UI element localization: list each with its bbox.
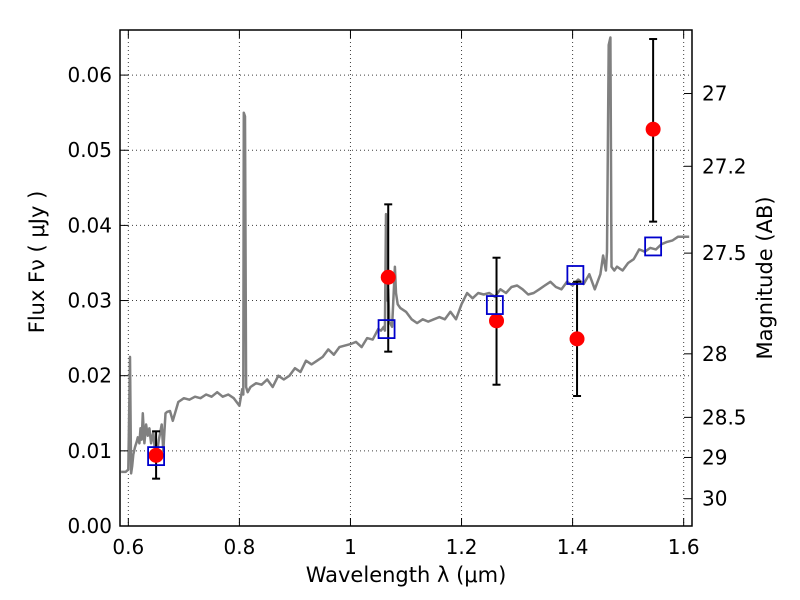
spectrum-line	[121, 36, 690, 475]
model-square	[644, 236, 663, 257]
data-point	[645, 121, 661, 137]
right-tick-label: 27.2	[702, 154, 747, 178]
model-square	[485, 295, 504, 315]
right-tick-label: 27	[702, 82, 727, 106]
model-photometry-squares	[147, 236, 663, 467]
y-tick-label: 0.05	[67, 138, 112, 162]
right-axis-label: Magnitude (AB)	[753, 196, 777, 359]
data-point	[489, 313, 505, 329]
x-tick-label: 1	[344, 535, 357, 559]
y-tick-label: 0.00	[67, 514, 112, 538]
grid	[120, 30, 692, 527]
x-axis-label: Wavelength λ (μm)	[306, 563, 507, 587]
data-point	[569, 331, 585, 347]
right-tick-label: 30	[702, 487, 727, 511]
axis-ticks: 0.6 0.8 1 1.2 1.4 1.6 0.00 0.01 0.02 0.03 0.04 0.05…	[67, 30, 747, 559]
y-tick-label: 0.02	[67, 364, 112, 388]
model-square	[377, 319, 396, 340]
y-tick-label: 0.03	[67, 289, 112, 313]
model-spectrum	[121, 36, 690, 475]
right-tick-label: 28.5	[702, 405, 747, 429]
y-tick-label: 0.01	[67, 439, 112, 463]
right-tick-label: 29	[702, 445, 727, 469]
x-tick-label: 1.6	[668, 535, 700, 559]
observed-points	[148, 121, 661, 463]
right-tick-label: 27.5	[702, 241, 747, 265]
right-tick-label: 28	[702, 342, 727, 366]
x-tick-label: 1.2	[446, 535, 478, 559]
x-tick-label: 1.4	[557, 535, 589, 559]
x-tick-label: 0.8	[223, 535, 255, 559]
model-square	[566, 265, 585, 285]
x-tick-label: 0.6	[112, 535, 144, 559]
model-square	[147, 446, 165, 467]
y-tick-label: 0.06	[67, 63, 112, 87]
data-point	[380, 269, 396, 285]
error-bars	[152, 38, 658, 480]
plot-frame	[119, 29, 693, 527]
data-point	[148, 447, 164, 463]
y-axis-label: Flux Fν ( μJy )	[25, 191, 49, 334]
y-tick-label: 0.04	[67, 213, 112, 237]
